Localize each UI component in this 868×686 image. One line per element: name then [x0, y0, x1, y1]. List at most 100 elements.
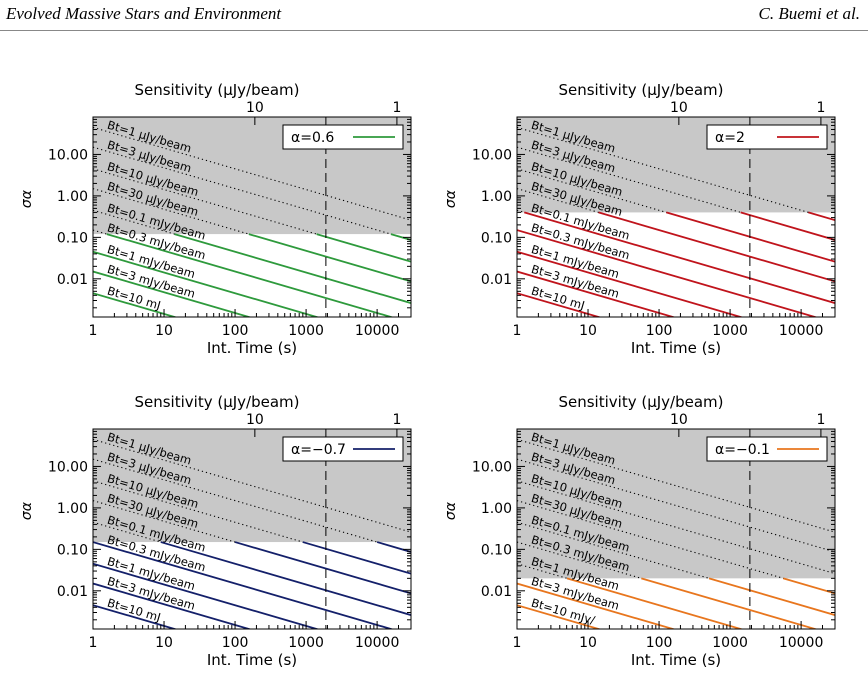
x-tick-label: 100 [646, 323, 673, 339]
top-tick-label: 10 [246, 100, 264, 116]
curve-solid-8 [517, 582, 677, 629]
top-tick-label: 1 [816, 100, 825, 116]
x-tick-label: 1 [89, 635, 98, 651]
curve-solid-3 [302, 541, 411, 575]
plot-frame [92, 116, 412, 318]
x-tick-label: 1000 [712, 635, 748, 651]
curve-dotted-4 [93, 500, 411, 594]
plot-frame [516, 116, 836, 318]
x-tick-label: 100 [222, 635, 249, 651]
curve-dotted-4 [517, 500, 835, 594]
top-tick-label: 10 [246, 412, 264, 428]
curve-dotted-3 [93, 168, 411, 263]
legend: α=−0.7 [282, 436, 404, 462]
x-tick-label: 1 [89, 323, 98, 339]
legend-label: α=0.6 [291, 130, 334, 146]
legend-label: α=2 [715, 130, 745, 146]
y-tick-label: 10.00 [48, 147, 88, 163]
curve-dotted-1 [517, 126, 835, 221]
curve-solid-7 [517, 250, 744, 317]
x-tick-label: 1000 [288, 323, 324, 339]
curve-solid-4 [234, 541, 411, 595]
curve-dotted-2 [517, 146, 835, 241]
x-tick-label: 100 [646, 635, 673, 651]
x-tick-label: 10 [155, 323, 173, 339]
x-tick-label: 1000 [288, 635, 324, 651]
x-axis-label: Int. Time (s) [207, 651, 297, 669]
x-tick-label: 10000 [779, 635, 824, 651]
y-axis-label: σα [19, 189, 35, 208]
y-tick-label: 0.01 [481, 584, 512, 600]
curve-dotted-4 [517, 188, 835, 282]
y-axis-label: σα [443, 189, 459, 208]
x-axis-label: Int. Time (s) [631, 339, 721, 357]
x-tick-label: 1 [513, 635, 522, 651]
curve-solid-3 [316, 233, 411, 263]
curve-solid-7 [566, 577, 744, 629]
curve-solid-8 [93, 582, 253, 629]
curve-dotted-5 [93, 209, 411, 304]
curve-dotted-5 [93, 521, 411, 616]
running-head-title: Evolved Massive Stars and Environment [6, 4, 282, 23]
x-tick-label: 10 [579, 635, 597, 651]
legend: α=0.6 [282, 124, 404, 150]
curve-solid-6 [517, 229, 819, 317]
y-axis-label: σα [443, 501, 459, 520]
curve-solid-6 [641, 577, 819, 629]
y-tick-label: 1.00 [481, 501, 512, 517]
y-tick-label: 0.10 [481, 542, 512, 558]
curve-solid-8 [517, 270, 677, 317]
y-tick-label: 0.01 [481, 272, 512, 288]
y-tick-label: 10.00 [472, 459, 512, 475]
top-tick-label: 1 [816, 412, 825, 428]
curve-dotted-1 [517, 438, 835, 533]
legend: α=−0.1 [706, 436, 828, 462]
top-axis-label: Sensitivity (μJy/beam) [134, 393, 299, 411]
y-tick-label: 1.00 [57, 189, 88, 205]
plot-frame [92, 428, 412, 630]
y-tick-label: 0.10 [57, 230, 88, 246]
y-tick-label: 0.10 [481, 230, 512, 246]
x-axis-label: Int. Time (s) [631, 651, 721, 669]
curve-solid-4 [248, 233, 411, 283]
curve-dotted-2 [517, 458, 835, 553]
x-tick-label: 10 [155, 635, 173, 651]
curve-dotted-3 [517, 168, 835, 263]
top-axis-label: Sensitivity (μJy/beam) [558, 81, 723, 99]
curve-solid-6 [106, 233, 395, 317]
curve-dotted-1 [93, 438, 411, 533]
top-tick-label: 1 [392, 412, 401, 428]
curve-solid-7 [93, 562, 320, 629]
curve-solid-1 [808, 211, 835, 222]
x-tick-label: 1000 [712, 323, 748, 339]
curve-solid-9 [517, 292, 602, 317]
legend: α=2 [706, 124, 828, 150]
y-tick-label: 0.10 [57, 542, 88, 558]
x-tick-label: 10000 [779, 323, 824, 339]
curve-dotted-1 [93, 126, 411, 221]
curve-dotted-2 [93, 458, 411, 553]
curve-solid-2 [740, 211, 835, 241]
legend-label: α=−0.7 [291, 442, 346, 458]
curve-dotted-3 [517, 480, 835, 575]
curve-solid-9 [517, 604, 602, 629]
curve-solid-8 [93, 270, 253, 317]
curve-solid-4 [598, 211, 835, 283]
y-tick-label: 0.01 [57, 584, 88, 600]
top-axis-label: Sensitivity (μJy/beam) [134, 81, 299, 99]
y-axis-label: σα [19, 501, 35, 520]
legend-label: α=−0.1 [715, 442, 770, 458]
curve-dotted-3 [93, 480, 411, 575]
x-tick-label: 1 [513, 323, 522, 339]
curve-solid-5 [160, 541, 411, 616]
curve-solid-6 [93, 541, 395, 629]
y-tick-label: 1.00 [481, 189, 512, 205]
y-tick-label: 0.01 [57, 272, 88, 288]
x-tick-label: 10 [579, 323, 597, 339]
y-tick-label: 1.00 [57, 501, 88, 517]
top-axis-label: Sensitivity (μJy/beam) [558, 393, 723, 411]
x-tick-label: 10000 [355, 635, 400, 651]
